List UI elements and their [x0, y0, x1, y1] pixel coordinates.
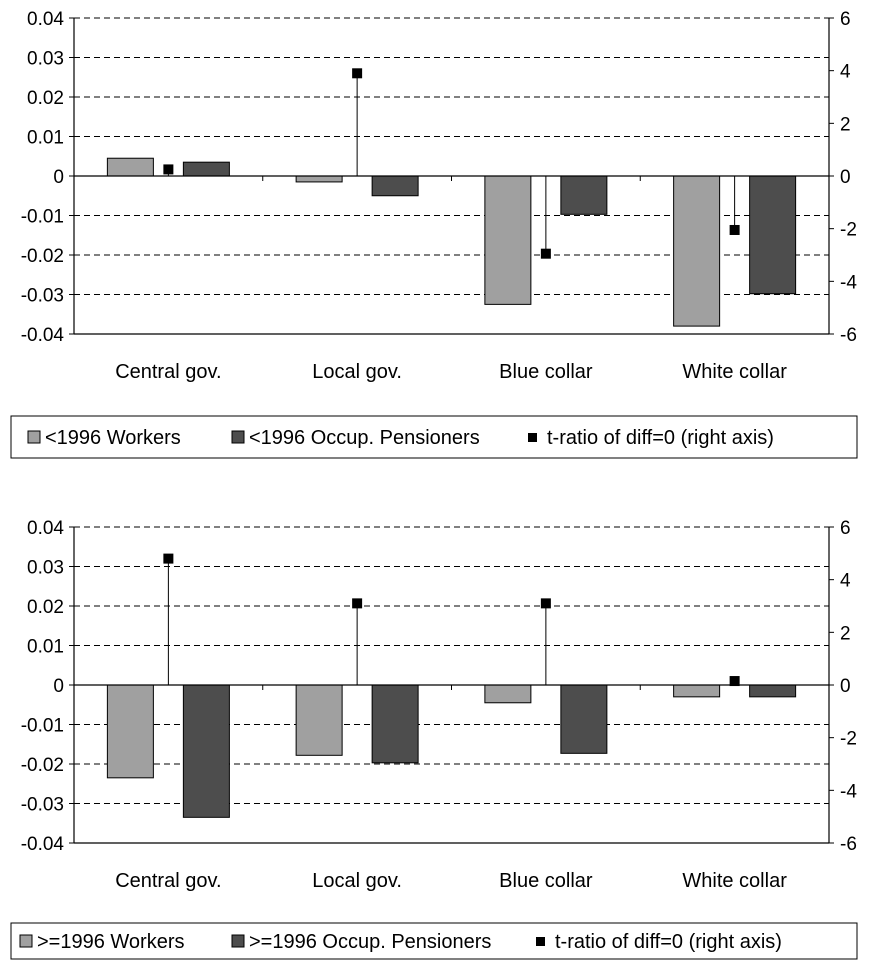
y-tick-label: 0.03 — [27, 558, 64, 579]
y-tick-label: -0.01 — [21, 716, 64, 737]
bar-workers — [484, 684, 532, 704]
y-tick-label: 0.03 — [27, 49, 64, 70]
x-category-label: Local gov. — [312, 870, 402, 892]
y-tick-label: 0.02 — [27, 88, 64, 109]
y2-tick-label: 4 — [840, 62, 851, 83]
x-category-label: Blue collar — [499, 870, 593, 892]
y2-tick-label: 6 — [840, 518, 851, 539]
legend-label: <1996 Workers — [45, 427, 181, 449]
t-ratio-marker — [163, 553, 174, 564]
t-ratio-marker — [540, 248, 551, 259]
y2-tick-label: 6 — [840, 9, 851, 30]
y-tick-label: 0.02 — [27, 597, 64, 618]
y-tick-label: -0.04 — [21, 325, 65, 346]
x-category-label: Central gov. — [115, 361, 221, 383]
y-tick-label: 0 — [53, 676, 64, 697]
legend-label: t-ratio of diff=0 (right axis) — [547, 427, 774, 449]
y-tick-label: 0 — [53, 167, 64, 188]
y-tick-label: -0.01 — [21, 207, 64, 228]
legend: >=1996 Workers >=1996 Occup. Pensioners t-… — [10, 922, 858, 960]
y2-tick-label: 2 — [840, 114, 851, 135]
y-tick-label: -0.04 — [21, 834, 65, 855]
x-category-label: Blue collar — [499, 361, 593, 383]
y-tick-label: 0.01 — [27, 128, 64, 149]
y2-tick-label: -4 — [840, 781, 857, 802]
y2-tick-label: -2 — [840, 729, 857, 750]
legend-swatch — [231, 934, 245, 948]
legend-swatch — [231, 430, 245, 444]
y-tick-label: -0.03 — [21, 795, 64, 816]
y2-tick-label: -6 — [840, 834, 857, 855]
y-tick-label: -0.03 — [21, 286, 64, 307]
bar-pensioners — [371, 684, 419, 764]
y-tick-label: 0.04 — [27, 9, 64, 30]
legend-marker — [528, 433, 537, 442]
x-category-label: Local gov. — [312, 361, 402, 383]
bar-pensioners — [182, 161, 230, 177]
bar-workers — [484, 175, 532, 305]
bar-pensioners — [749, 175, 797, 295]
t-ratio-marker — [163, 164, 174, 175]
bar-workers — [673, 684, 721, 698]
legend-label: <1996 Occup. Pensioners — [249, 427, 480, 449]
legend-swatch — [27, 430, 41, 444]
bar-pensioners — [560, 684, 608, 754]
y-tick-label: -0.02 — [21, 246, 64, 267]
y2-tick-label: 0 — [840, 676, 851, 697]
t-ratio-marker — [729, 224, 740, 235]
y2-tick-label: 4 — [840, 571, 851, 592]
bar-workers — [295, 175, 343, 183]
x-category-label: Central gov. — [115, 870, 221, 892]
legend-label: >=1996 Workers — [37, 931, 185, 953]
bar-workers — [295, 684, 343, 756]
legend: <1996 Workers <1996 Occup. Pensioners t-ra… — [10, 415, 858, 459]
bar-pensioners — [371, 175, 419, 197]
y2-tick-label: -6 — [840, 325, 857, 346]
legend-marker — [536, 937, 545, 946]
t-ratio-marker — [352, 598, 363, 609]
y-tick-label: -0.02 — [21, 755, 64, 776]
legend-label: t-ratio of diff=0 (right axis) — [555, 931, 782, 953]
y-tick-label: 0.01 — [27, 637, 64, 658]
x-category-label: White collar — [682, 870, 787, 892]
bar-workers — [106, 684, 154, 779]
chart-panel-2: 0.04 0.03 0.02 0.01 0 -0.01 -0.02 -0.03 -0.04 6 4 2… — [10, 518, 858, 960]
t-ratio-marker — [729, 676, 740, 687]
chart-panel-1: 0.04 0.03 0.02 0.01 0 -0.01 -0.02 -0.03 -0.04 6 4 2… — [10, 9, 858, 459]
legend-label: >=1996 Occup. Pensioners — [249, 931, 491, 953]
t-ratio-marker — [540, 598, 551, 609]
y2-tick-label: 2 — [840, 623, 851, 644]
t-ratio-marker — [352, 68, 363, 79]
legend-box — [10, 922, 858, 960]
y-tick-label: 0.04 — [27, 518, 64, 539]
y2-tick-label: 0 — [840, 167, 851, 188]
bar-workers — [106, 157, 154, 177]
bar-pensioners — [749, 684, 797, 698]
y2-tick-label: -4 — [840, 272, 857, 293]
y2-tick-label: -2 — [840, 220, 857, 241]
bar-pensioners — [182, 684, 230, 818]
legend-swatch — [19, 934, 33, 948]
bar-pensioners — [560, 175, 608, 215]
bar-workers — [673, 175, 721, 327]
legend-box — [10, 415, 858, 459]
x-category-label: White collar — [682, 361, 787, 383]
